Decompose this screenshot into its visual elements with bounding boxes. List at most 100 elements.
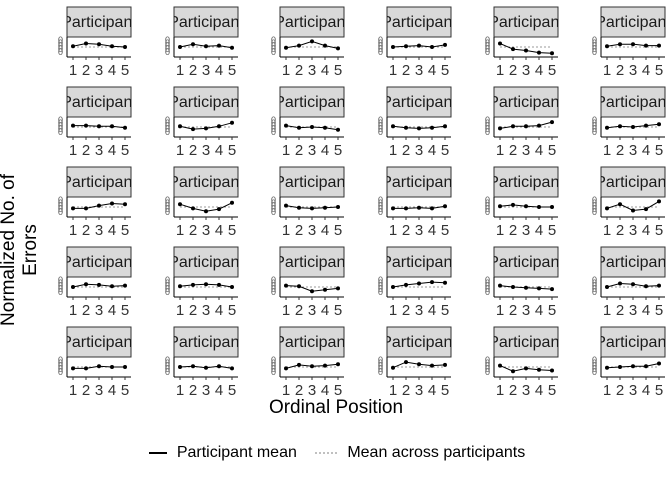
facet-strip bbox=[493, 246, 559, 278]
facet-strip bbox=[279, 166, 345, 198]
legend-key-dotted-line bbox=[315, 452, 338, 454]
x-tick-label: 4 bbox=[108, 382, 116, 399]
data-point bbox=[404, 125, 408, 130]
y-tick-label: 0 bbox=[165, 121, 170, 131]
y-tick-label: 0 bbox=[592, 201, 597, 211]
x-tick-label: 3 bbox=[629, 222, 637, 239]
x-tick-label: 4 bbox=[108, 222, 116, 239]
x-tick-label: 1 bbox=[496, 62, 504, 79]
x-tick-label: 5 bbox=[441, 142, 449, 159]
data-point bbox=[217, 364, 221, 369]
data-point bbox=[230, 285, 234, 289]
data-point bbox=[310, 39, 314, 44]
y-tick-label: 0 bbox=[378, 201, 383, 211]
data-point bbox=[391, 206, 395, 211]
x-tick-label: 5 bbox=[228, 382, 236, 399]
facet-strip bbox=[600, 86, 666, 118]
y-tick-label: 0 bbox=[165, 124, 170, 134]
data-point bbox=[123, 45, 127, 49]
y-tick-label: 0 bbox=[271, 47, 276, 57]
x-tick-label: 3 bbox=[202, 302, 210, 319]
data-point bbox=[110, 124, 114, 129]
y-tick-label: 0 bbox=[271, 195, 276, 205]
data-point bbox=[537, 123, 541, 128]
facet-strip bbox=[493, 166, 559, 198]
data-point bbox=[323, 287, 327, 292]
facet-strip bbox=[173, 326, 239, 358]
data-point bbox=[537, 367, 541, 372]
y-tick-label: 0 bbox=[592, 35, 597, 45]
legend: Participant mean Mean across participant… bbox=[0, 444, 672, 463]
x-tick-label: 3 bbox=[308, 222, 316, 239]
x-tick-label: 1 bbox=[496, 302, 504, 319]
y-tick-label: 0 bbox=[485, 44, 490, 54]
data-point bbox=[417, 205, 421, 210]
data-point bbox=[71, 123, 75, 128]
data-point bbox=[605, 285, 609, 289]
data-point bbox=[498, 283, 502, 288]
y-tick-label: 0 bbox=[485, 207, 490, 217]
data-point bbox=[217, 124, 221, 129]
data-point bbox=[511, 285, 515, 289]
data-point bbox=[71, 366, 75, 371]
y-tick-label: 0 bbox=[58, 275, 63, 285]
y-tick-label: 0 bbox=[378, 41, 383, 51]
y-tick-label: 0 bbox=[271, 44, 276, 54]
data-point bbox=[511, 124, 515, 129]
data-point bbox=[631, 125, 635, 129]
x-tick-label: 2 bbox=[509, 62, 517, 79]
y-tick-label: 0 bbox=[271, 361, 276, 371]
y-tick-label: 0 bbox=[485, 198, 490, 208]
y-tick-label: 0 bbox=[58, 115, 63, 125]
facet-strip-label: Participant bbox=[381, 94, 457, 111]
data-point bbox=[310, 125, 314, 129]
y-tick-label: 0 bbox=[165, 287, 170, 297]
facet-strip-label: Participant bbox=[381, 254, 457, 271]
data-point bbox=[443, 124, 447, 129]
data-point bbox=[191, 282, 195, 287]
x-tick-label: 5 bbox=[334, 142, 342, 159]
data-point bbox=[71, 285, 75, 289]
x-tick-label: 1 bbox=[603, 62, 611, 79]
x-tick-label: 5 bbox=[228, 142, 236, 159]
facet-strip bbox=[493, 326, 559, 358]
facet-strip-label: Participant bbox=[61, 334, 137, 351]
y-tick-label: 0 bbox=[592, 41, 597, 51]
y-tick-label: 0 bbox=[271, 38, 276, 48]
x-tick-label: 1 bbox=[69, 62, 77, 79]
x-tick-label: 1 bbox=[389, 302, 397, 319]
data-point bbox=[84, 123, 88, 128]
data-point bbox=[657, 199, 661, 204]
facet-strip bbox=[600, 246, 666, 278]
y-tick-label: 0 bbox=[58, 287, 63, 297]
x-tick-label: 2 bbox=[616, 142, 624, 159]
data-point bbox=[430, 280, 434, 285]
y-tick-label: 0 bbox=[271, 358, 276, 368]
y-tick-label: 0 bbox=[165, 278, 170, 288]
data-point bbox=[297, 284, 301, 289]
y-tick-label: 0 bbox=[58, 35, 63, 45]
data-point bbox=[97, 124, 101, 129]
x-tick-label: 3 bbox=[95, 62, 103, 79]
x-tick-label: 3 bbox=[522, 142, 530, 159]
x-tick-label: 4 bbox=[428, 222, 436, 239]
data-point bbox=[323, 363, 327, 368]
x-tick-label: 4 bbox=[428, 302, 436, 319]
facet-strip-label: Participant bbox=[61, 14, 137, 31]
data-point bbox=[524, 366, 528, 371]
data-point bbox=[97, 364, 101, 369]
x-tick-label: 1 bbox=[496, 382, 504, 399]
data-point bbox=[644, 207, 648, 212]
data-point bbox=[97, 42, 101, 47]
data-point bbox=[524, 285, 528, 290]
y-tick-label: 0 bbox=[378, 204, 383, 214]
data-point bbox=[297, 43, 301, 48]
y-tick-label: 0 bbox=[592, 121, 597, 131]
y-tick-label: 0 bbox=[271, 35, 276, 45]
x-tick-label: 1 bbox=[69, 302, 77, 319]
